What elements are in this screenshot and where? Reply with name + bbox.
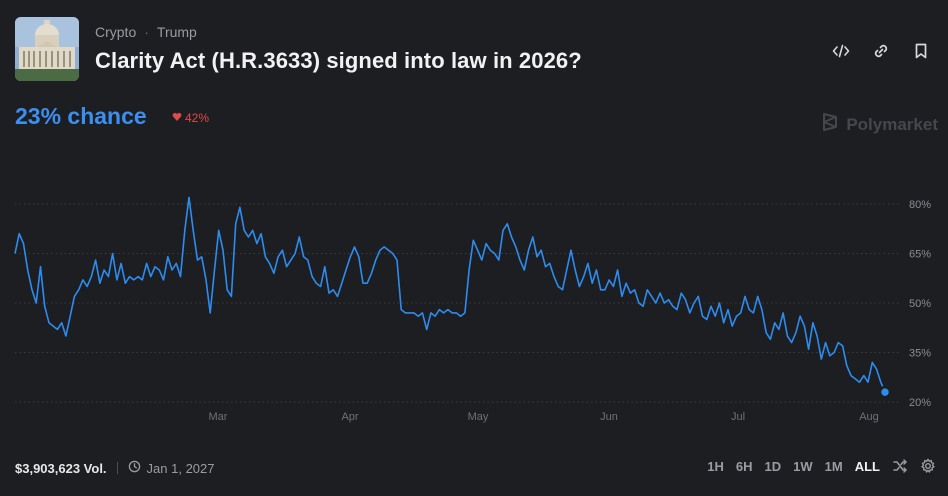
market-title: Clarity Act (H.R.3633) signed into law i… bbox=[95, 48, 582, 73]
end-date-label: Jan 1, 2027 bbox=[146, 460, 215, 476]
x-tick-label: Jul bbox=[731, 411, 745, 423]
current-price-point bbox=[878, 385, 892, 399]
x-axis-labels: Mar Apr May Jun Jul Aug bbox=[209, 411, 879, 423]
breadcrumb-crypto[interactable]: Crypto bbox=[95, 24, 137, 40]
polymarket-logo-icon bbox=[820, 112, 840, 137]
x-tick-label: May bbox=[468, 411, 489, 423]
y-axis-labels: 80% 65% 50% 35% 20% bbox=[909, 199, 931, 409]
delta-value: 42% bbox=[185, 111, 210, 125]
range-1h[interactable]: 1H bbox=[707, 458, 724, 474]
range-all[interactable]: ALL bbox=[854, 458, 880, 474]
breadcrumb-trump[interactable]: Trump bbox=[156, 24, 197, 40]
range-1d[interactable]: 1D bbox=[764, 458, 782, 474]
price-line bbox=[14, 196, 886, 393]
chart-grid bbox=[15, 203, 900, 403]
end-date: Jan 1, 2027 bbox=[128, 460, 215, 476]
market-footer: $3,903,623 Vol. Jan 1, 2027 bbox=[15, 460, 215, 476]
time-range-selector: 1H 6H 1D 1W 1M ALL bbox=[707, 458, 936, 474]
breadcrumb-separator: · bbox=[144, 24, 149, 40]
chance-value: 23% chance bbox=[15, 103, 147, 129]
market-actions bbox=[830, 40, 932, 62]
settings-gear-icon[interactable] bbox=[920, 458, 936, 474]
x-tick-label: Jun bbox=[600, 411, 618, 423]
x-tick-label: Aug bbox=[859, 411, 879, 423]
y-tick-label: 80% bbox=[909, 199, 931, 211]
heart-down-icon bbox=[172, 111, 182, 125]
link-icon[interactable] bbox=[870, 40, 892, 62]
market-thumbnail bbox=[15, 17, 79, 81]
bookmark-icon[interactable] bbox=[910, 40, 932, 62]
price-chart[interactable]: 80% 65% 50% 35% 20% Mar Apr May Jun Jul Aug bbox=[0, 170, 948, 432]
polymarket-watermark: Polymarket bbox=[820, 112, 938, 137]
y-tick-label: 35% bbox=[909, 348, 931, 360]
brand-label: Polymarket bbox=[846, 114, 938, 134]
y-tick-label: 20% bbox=[909, 397, 931, 409]
y-tick-label: 65% bbox=[909, 249, 931, 261]
range-1w[interactable]: 1W bbox=[793, 458, 813, 474]
chance-delta: 42% bbox=[172, 111, 209, 125]
shuffle-icon[interactable] bbox=[892, 458, 908, 474]
embed-code-icon[interactable] bbox=[830, 40, 852, 62]
clock-icon bbox=[128, 460, 141, 476]
divider bbox=[116, 462, 118, 474]
y-tick-label: 50% bbox=[909, 298, 931, 310]
breadcrumb: Crypto · Trump bbox=[95, 24, 197, 40]
x-tick-label: Apr bbox=[341, 411, 358, 423]
range-1m[interactable]: 1M bbox=[824, 458, 843, 474]
volume: $3,903,623 Vol. bbox=[15, 460, 107, 476]
range-6h[interactable]: 6H bbox=[735, 458, 753, 474]
x-tick-label: Mar bbox=[209, 411, 228, 423]
